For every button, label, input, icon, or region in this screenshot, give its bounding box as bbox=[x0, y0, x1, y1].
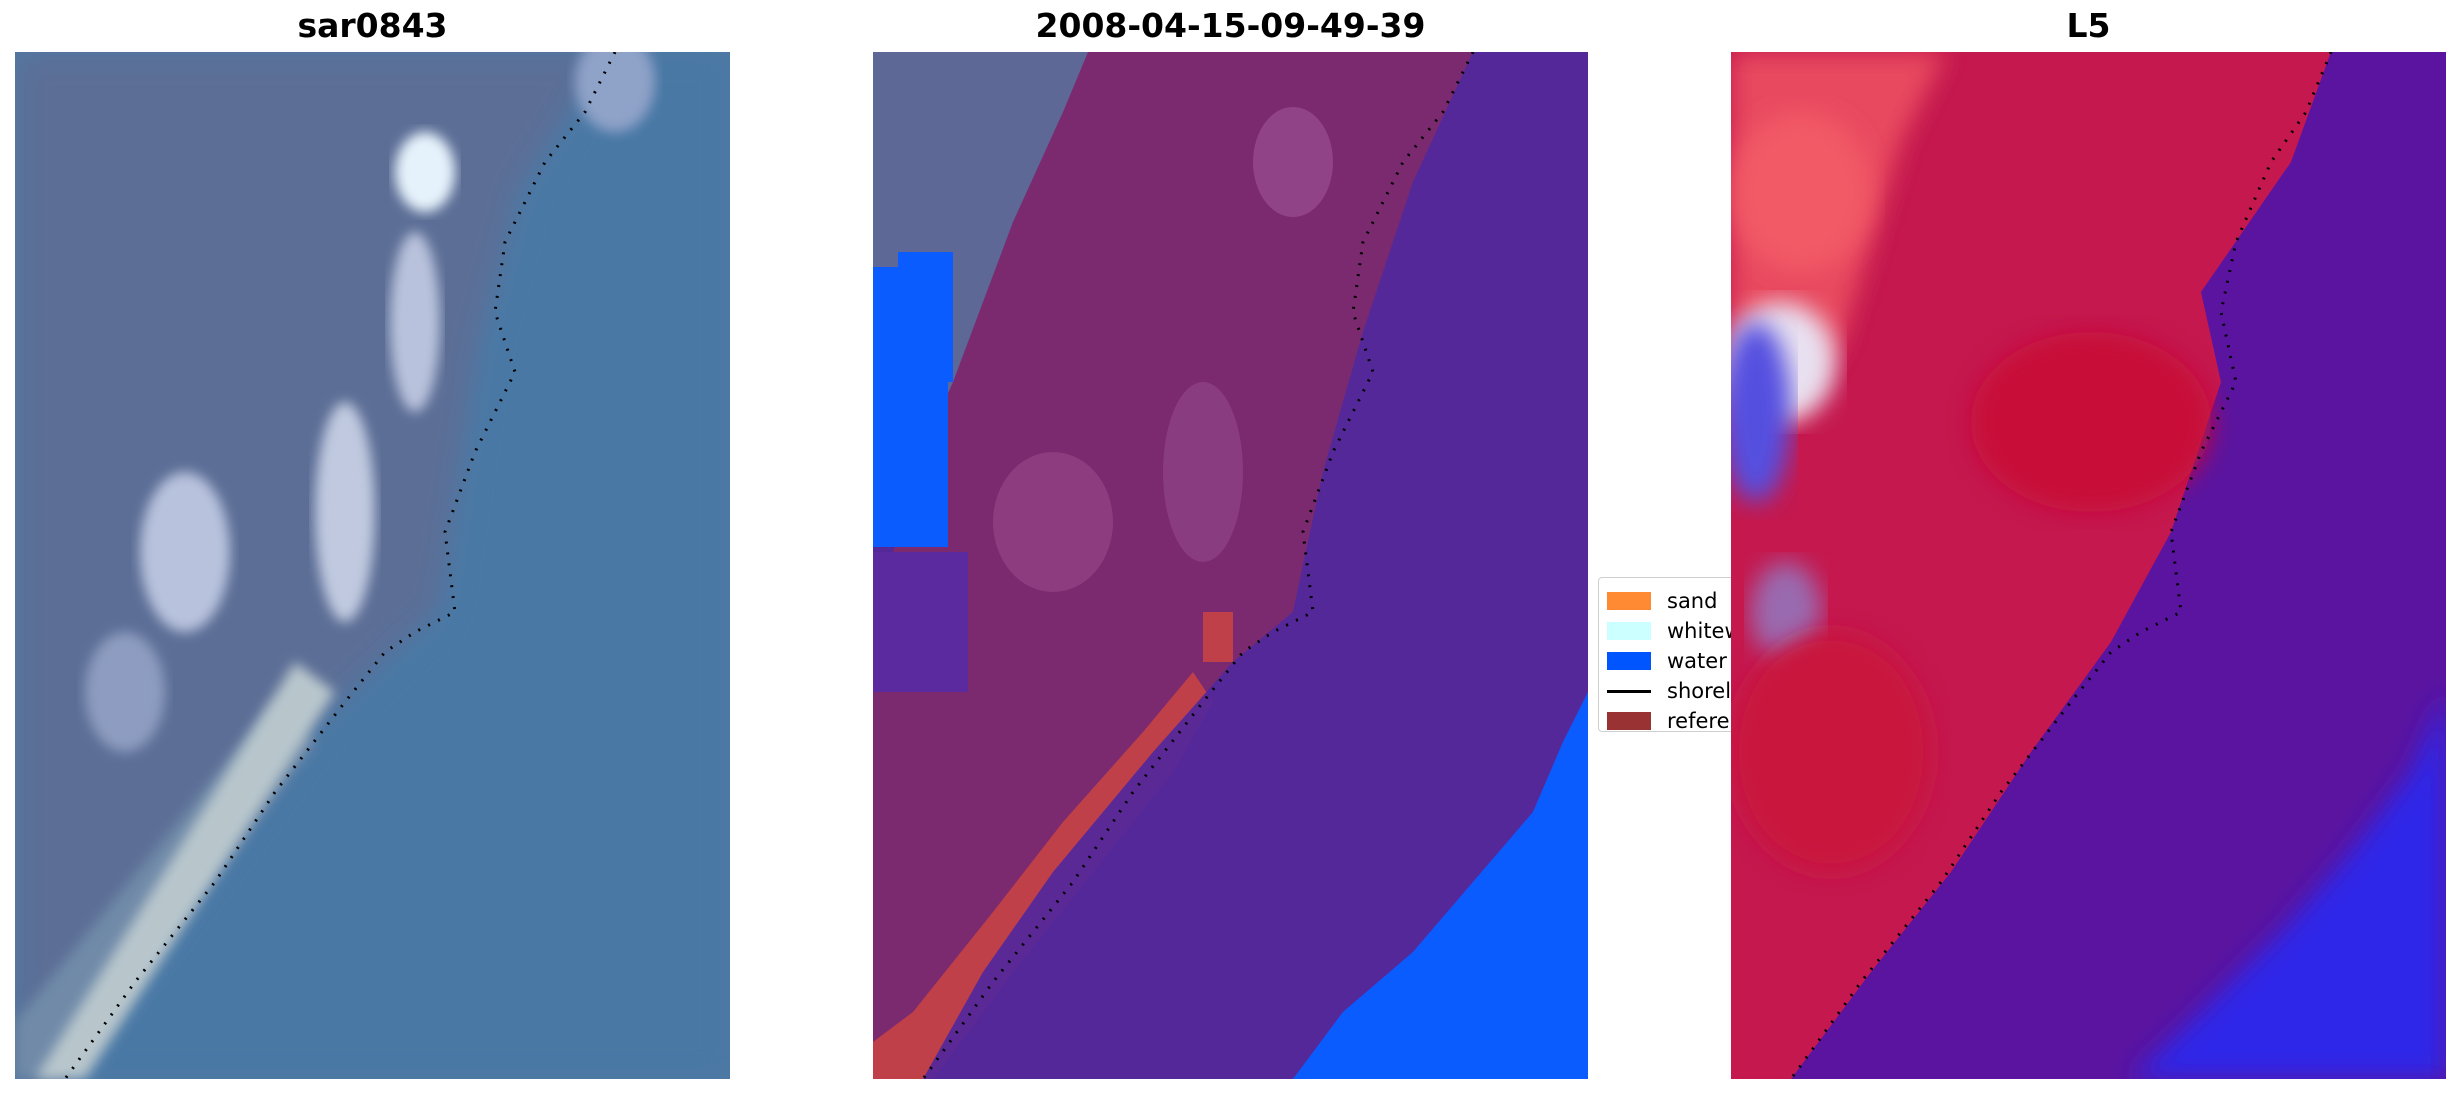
rgb-image bbox=[15, 52, 730, 1079]
index-panel bbox=[1731, 52, 2446, 1079]
sand-swatch bbox=[1607, 592, 1651, 610]
legend-item-water: water bbox=[1607, 647, 1727, 675]
panel-title-classification: 2008-04-15-09-49-39 bbox=[1035, 6, 1426, 45]
legend-item-sand: sand bbox=[1607, 587, 1717, 615]
legend-label-reference: referen bbox=[1667, 709, 1738, 732]
rgb-image-panel bbox=[15, 52, 730, 1079]
panel-title-rgb: sar0843 bbox=[297, 6, 448, 45]
legend-label-whitewater: whitew bbox=[1667, 619, 1738, 643]
classification-image bbox=[873, 52, 1588, 1079]
legend-label-water: water bbox=[1667, 649, 1727, 673]
legend-label-sand: sand bbox=[1667, 589, 1718, 613]
legend-item-shoreline: shorel bbox=[1607, 677, 1731, 705]
index-image bbox=[1731, 52, 2446, 1079]
water-swatch bbox=[1607, 652, 1651, 670]
legend-item-whitewater: whitew bbox=[1607, 617, 1738, 645]
shoreline-dotted bbox=[1789, 52, 2333, 1079]
legend: sand whitew water shorel referen bbox=[1598, 577, 1738, 732]
shoreline-swatch bbox=[1607, 689, 1651, 693]
classification-panel bbox=[873, 52, 1588, 1079]
panel-title-index: L5 bbox=[2066, 6, 2111, 45]
legend-item-reference: referen bbox=[1607, 707, 1738, 732]
reference-swatch bbox=[1607, 712, 1651, 730]
legend-label-shoreline: shorel bbox=[1667, 679, 1732, 703]
whitewater-swatch bbox=[1607, 622, 1651, 640]
